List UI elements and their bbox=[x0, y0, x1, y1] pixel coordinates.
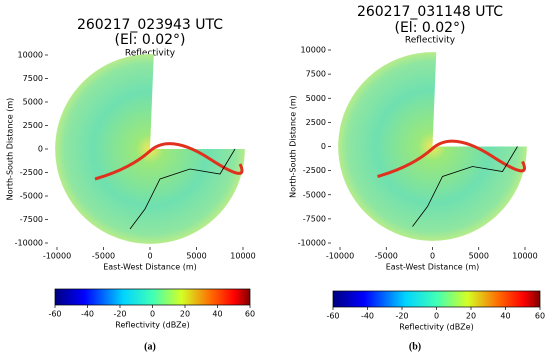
y-tick-label: -7500 bbox=[303, 214, 326, 223]
x-axis-label: East-West Distance (m) bbox=[386, 263, 480, 272]
y-axis-label: North-South Distance (m) bbox=[6, 98, 15, 201]
x-tick-label: 10000 bbox=[230, 252, 255, 261]
coastline bbox=[129, 148, 236, 230]
plot-title: Reflectivity bbox=[125, 49, 176, 59]
colorbar-tick-label: 60 bbox=[245, 310, 255, 319]
y-tick-label: 7500 bbox=[306, 70, 326, 79]
x-tick-label: -10000 bbox=[326, 252, 354, 261]
colorbar-tick-label: 0 bbox=[434, 312, 439, 321]
colorbar-label: Reflectivity (dBZe) bbox=[115, 321, 189, 330]
y-tick-label: 0 bbox=[321, 142, 326, 151]
y-tick-label: 2500 bbox=[306, 118, 326, 127]
radar-sweep bbox=[55, 54, 245, 244]
colorbar-tick-label: -60 bbox=[48, 310, 61, 319]
x-tick-label: -5000 bbox=[92, 252, 115, 261]
y-tick-label: 0 bbox=[38, 145, 43, 154]
colorbar bbox=[332, 290, 541, 308]
x-axis-label: East-West Distance (m) bbox=[103, 263, 197, 272]
panel-title: 260217_031148 UTC bbox=[357, 4, 503, 20]
colorbar-tick-label: 20 bbox=[180, 310, 190, 319]
colorbar-tick-label: -40 bbox=[361, 312, 374, 321]
x-tick-label: 0 bbox=[430, 252, 435, 261]
x-tick-label: 5000 bbox=[186, 252, 206, 261]
colorbar-tick-label: -20 bbox=[395, 312, 408, 321]
clutter-band bbox=[377, 139, 526, 178]
x-tick-label: -10000 bbox=[43, 252, 71, 261]
y-tick-label: -10000 bbox=[15, 239, 43, 248]
clutter-band bbox=[94, 142, 244, 181]
y-tick-label: 2500 bbox=[23, 121, 43, 130]
coastline bbox=[412, 146, 518, 227]
colorbar-tick-label: 60 bbox=[535, 312, 545, 321]
x-tick-label: 5000 bbox=[469, 252, 489, 261]
y-tick-label: -5000 bbox=[303, 190, 326, 199]
y-tick-label: 10000 bbox=[301, 46, 326, 55]
y-tick-label: 10000 bbox=[18, 51, 43, 60]
panel-subtitle: (El: 0.02°) bbox=[115, 32, 186, 48]
y-tick-label: -10000 bbox=[298, 239, 326, 248]
colorbar-tick-label: 40 bbox=[500, 312, 510, 321]
y-tick-label: -2500 bbox=[20, 168, 43, 177]
colorbar-tick-label: 0 bbox=[150, 310, 155, 319]
y-tick-label: -7500 bbox=[20, 215, 43, 224]
y-tick-label: 5000 bbox=[23, 98, 43, 107]
colorbar-tick-label: 40 bbox=[212, 310, 222, 319]
colorbar-tick-label: -60 bbox=[326, 312, 339, 321]
y-axis-label: North-South Distance (m) bbox=[289, 95, 298, 198]
plot-title: Reflectivity bbox=[405, 36, 456, 46]
radar-sweep bbox=[338, 52, 527, 241]
panel-caption: (b) bbox=[409, 341, 421, 352]
panel-caption: (a) bbox=[144, 341, 156, 352]
x-tick-label: 0 bbox=[147, 252, 152, 261]
colorbar-label: Reflectivity (dBZe) bbox=[399, 323, 473, 332]
x-tick-label: 10000 bbox=[512, 252, 537, 261]
colorbar bbox=[54, 288, 251, 306]
y-tick-label: -2500 bbox=[303, 166, 326, 175]
colorbar-tick-label: 20 bbox=[466, 312, 476, 321]
colorbar-tick-label: -40 bbox=[81, 310, 94, 319]
y-tick-label: 5000 bbox=[306, 94, 326, 103]
y-tick-label: -5000 bbox=[20, 192, 43, 201]
panel-subtitle: (El: 0.02°) bbox=[395, 20, 466, 36]
x-tick-label: -5000 bbox=[375, 252, 398, 261]
panel-title: 260217_023943 UTC bbox=[77, 17, 223, 33]
y-tick-label: 7500 bbox=[23, 74, 43, 83]
colorbar-tick-label: -20 bbox=[113, 310, 126, 319]
